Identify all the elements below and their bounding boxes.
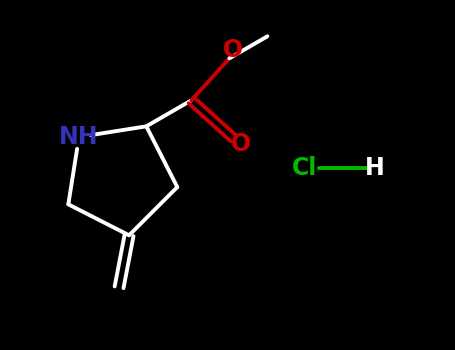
Text: NH: NH bbox=[59, 125, 99, 149]
Text: Cl: Cl bbox=[292, 156, 318, 180]
Text: O: O bbox=[231, 132, 252, 156]
Text: O: O bbox=[223, 38, 243, 62]
Text: H: H bbox=[365, 156, 385, 180]
